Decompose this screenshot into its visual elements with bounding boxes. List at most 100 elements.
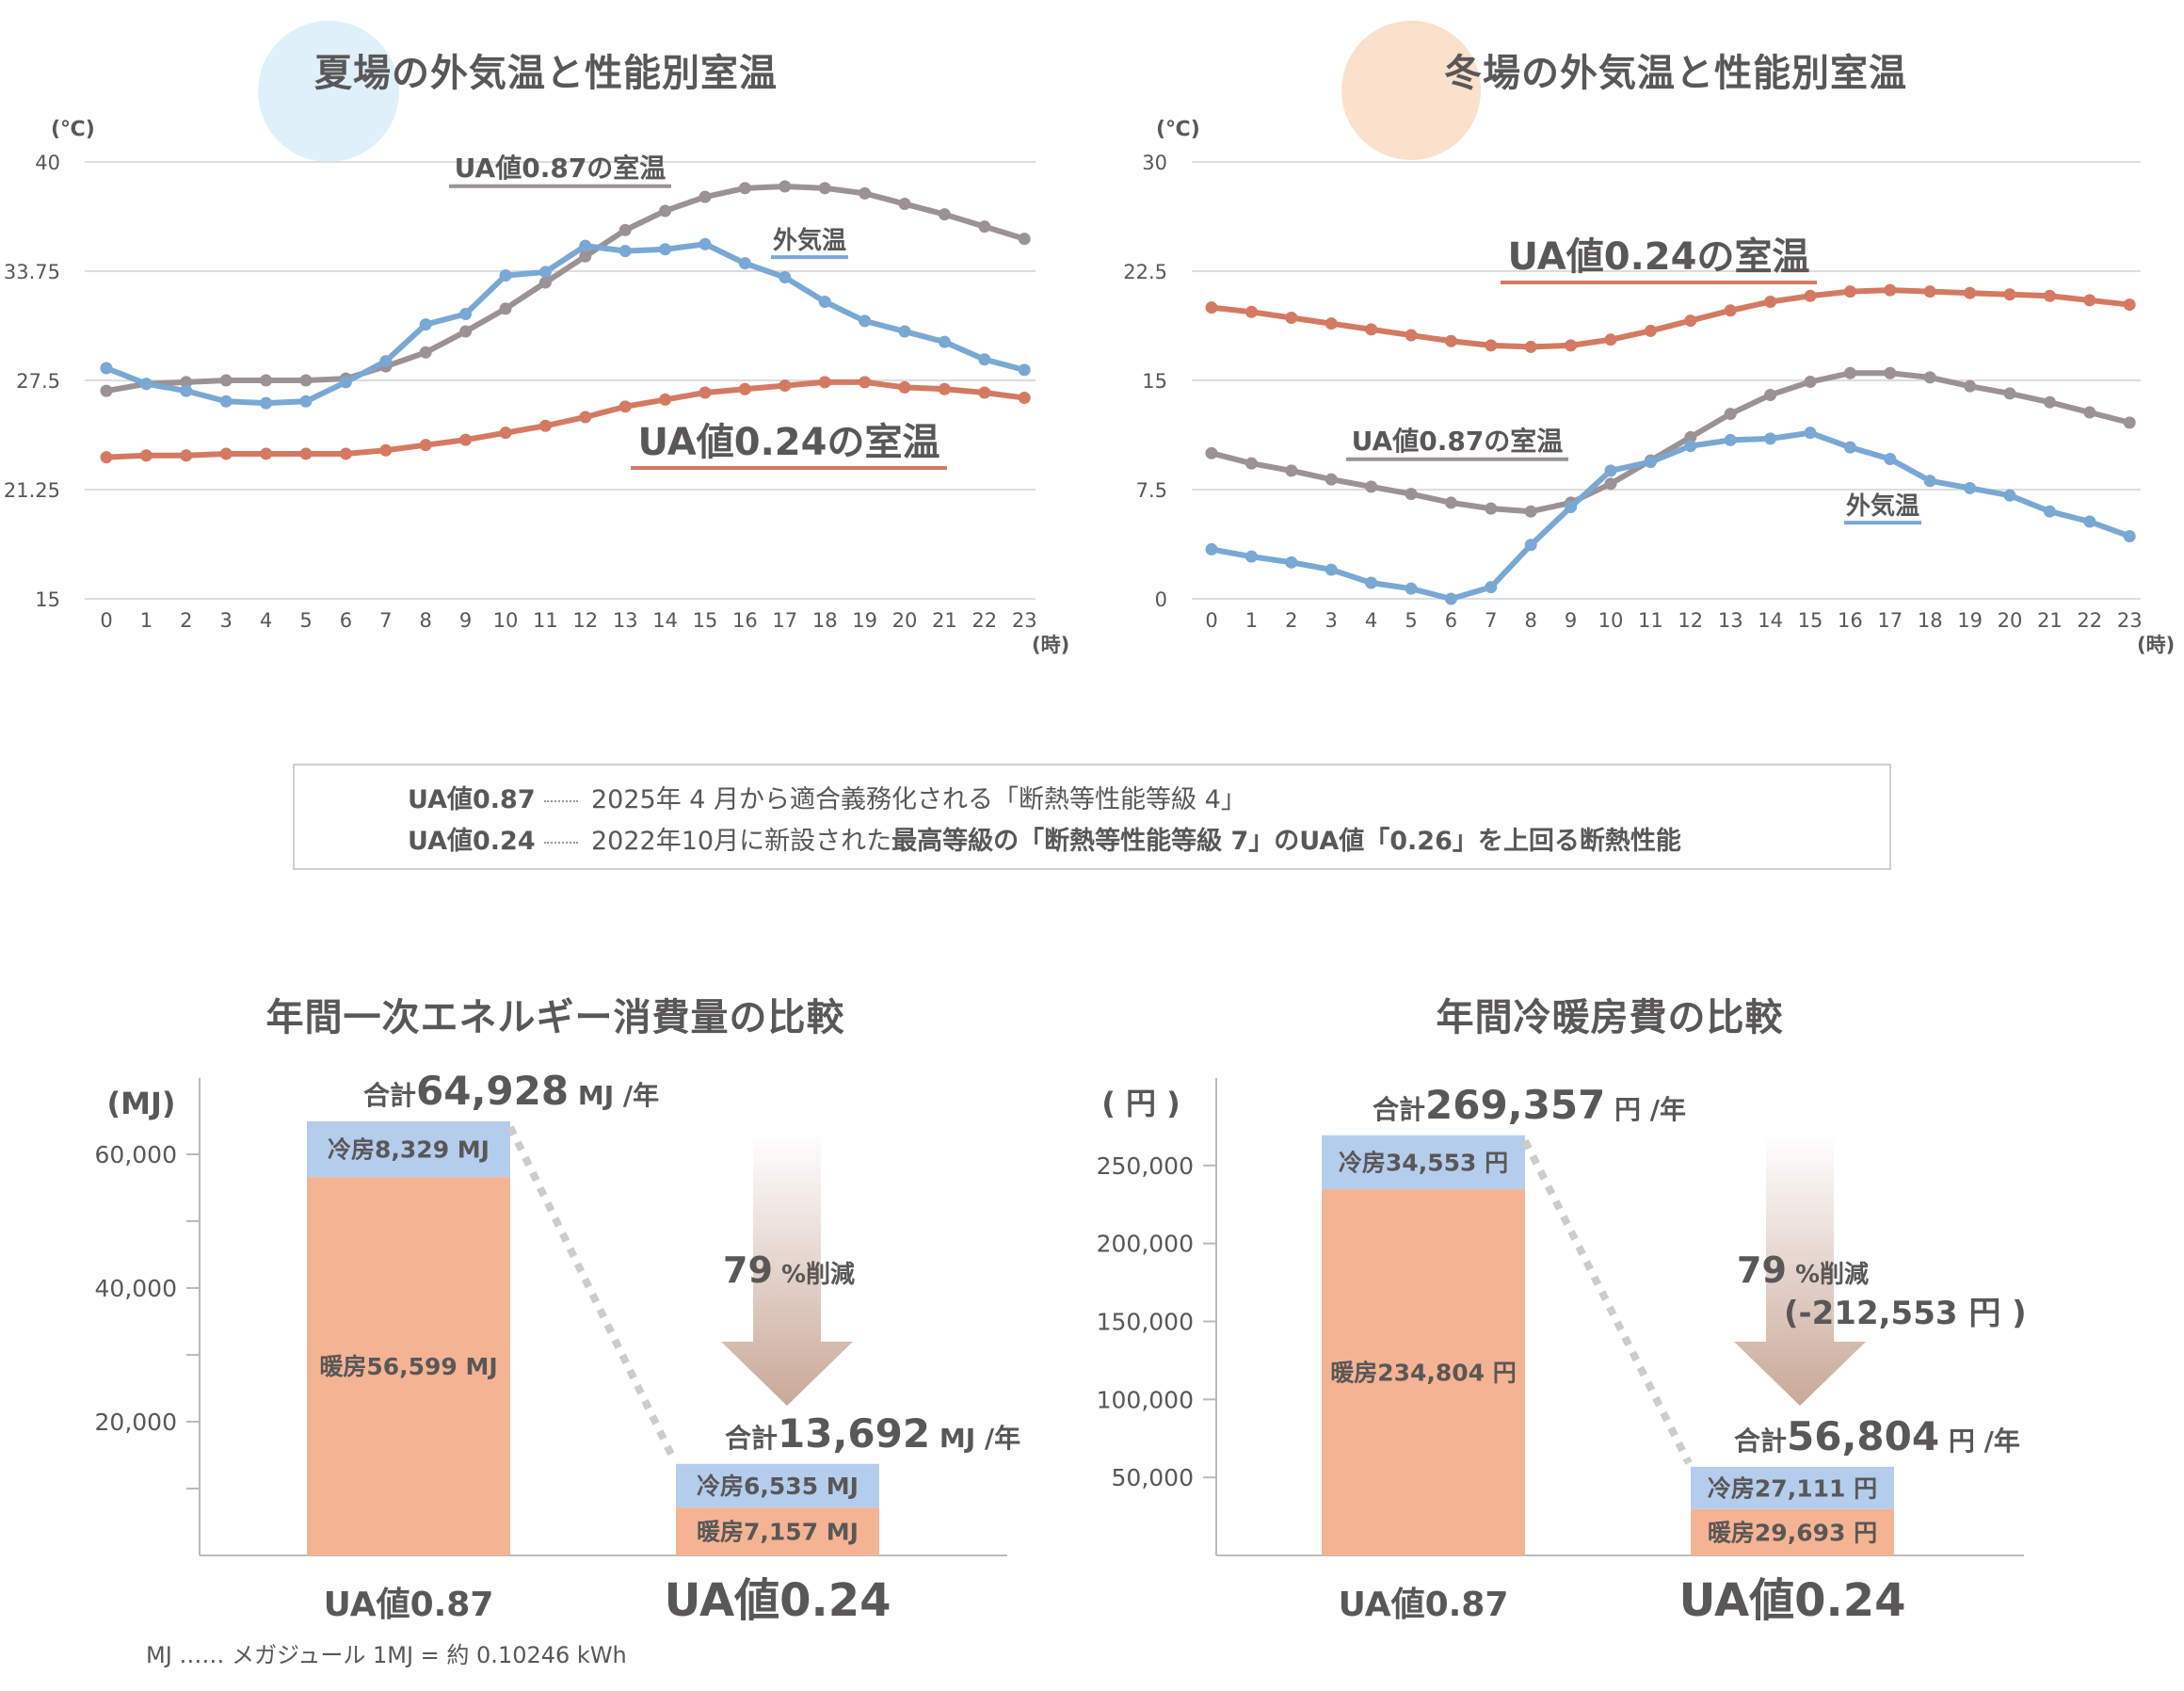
heating-bar-1 — [676, 1507, 879, 1555]
ua024-room-temperature-point — [1365, 323, 1378, 336]
ua024-room-temperature-line — [1211, 287, 2130, 350]
x-tick-label: 20 — [1998, 609, 2023, 632]
outdoor-temperature-point — [618, 245, 632, 258]
ua024-room-temperature-point — [1923, 285, 1936, 298]
outdoor-temperature-point — [659, 243, 672, 256]
note-text-ua024-bold: 最高等級の「断熱等性能等級 7」のUA値「0.26」を上回る断熱性能 — [891, 827, 1681, 856]
winter-chart-title: 冬場の外気温と性能別室温 — [1444, 52, 1907, 95]
summer-title-circle — [258, 21, 399, 162]
outdoor-temperature-point — [1684, 440, 1697, 453]
x-tick-label: 7 — [379, 609, 392, 632]
total-prefix: 合計 — [725, 1423, 778, 1454]
ua024-room-temperature-point — [1644, 324, 1657, 337]
ua087-room-temperature-point — [219, 374, 233, 387]
y-tick-label: 30 — [1142, 152, 1167, 174]
ua024-room-temperature-point — [1018, 392, 1031, 405]
ua087-room-temperature-point — [1884, 366, 1897, 379]
note-text-ua024: 2022年10月に新設された — [591, 827, 892, 856]
note-key-ua024: UA値0.24 — [408, 827, 536, 856]
outdoor-temperature-point — [1644, 456, 1657, 469]
reduction-value: 79 — [1737, 1249, 1787, 1291]
reduction-suffix: %削減 — [773, 1261, 855, 1289]
mj-footnote: MJ …… メガジュール 1MJ = 約 0.10246 kWh — [146, 1642, 627, 1668]
note-text-ua087: 2025年 4 月から適合義務化される「断熱等性能等級 4」 — [591, 785, 1246, 814]
x-tick-label: 0 — [100, 609, 112, 632]
ua087-room-temperature-point — [978, 220, 991, 234]
x-tick-label: 20 — [892, 609, 918, 632]
x-tick-label: 2 — [180, 609, 192, 632]
cooling-value-label-1: 冷房27,111 円 — [1708, 1474, 1877, 1502]
ua087-room-temperature-point — [100, 384, 113, 397]
total-suffix: MJ /年 — [930, 1423, 1020, 1454]
heating-value-label-0: 暖房56,599 MJ — [319, 1353, 497, 1380]
y-tick-label: 60,000 — [95, 1141, 177, 1168]
x-tick-label: 11 — [533, 609, 558, 632]
ua024-room-temperature-point — [1843, 285, 1856, 298]
ua087-room-temperature-point — [1804, 376, 1817, 389]
outdoor-temperature-point — [1485, 581, 1498, 594]
ua087-room-temperature-point — [2083, 406, 2096, 419]
winter-label-ua024: UA値0.24の室温 — [1508, 235, 1810, 279]
outdoor-temperature-point — [1205, 542, 1218, 556]
cooling-value-label-1: 冷房6,535 MJ — [697, 1473, 859, 1500]
ua024-room-temperature-point — [738, 382, 751, 395]
x-tick-label: 15 — [1798, 609, 1823, 632]
ua087-room-temperature-point — [1684, 430, 1697, 443]
ua024-room-temperature-point — [1285, 311, 1298, 324]
ua024-room-temperature-point — [1444, 334, 1457, 347]
outdoor-temperature-point — [1285, 556, 1298, 569]
y-tick-label: 40 — [35, 152, 60, 174]
category-label-1: UA値0.24 — [1678, 1574, 1905, 1627]
total-label-0: 合計64,928 MJ /年 — [363, 1068, 659, 1114]
ua024-room-temperature-point — [1485, 339, 1498, 352]
outdoor-temperature-point — [459, 307, 473, 320]
ua024-room-temperature-point — [938, 382, 951, 395]
ua087-room-temperature-point — [1285, 464, 1298, 477]
reduction-connector-line — [506, 1125, 678, 1462]
note-leader-dots — [544, 842, 578, 844]
ua024-room-temperature-point — [419, 439, 432, 452]
ua024-room-temperature-point — [339, 447, 352, 460]
x-tick-label: 0 — [1205, 609, 1217, 632]
outdoor-temperature-point — [299, 395, 313, 408]
heating-value-label-0: 暖房234,804 円 — [1330, 1360, 1517, 1387]
summer-chart-title: 夏場の外気温と性能別室温 — [314, 52, 778, 95]
ua087-room-temperature-point — [618, 223, 632, 236]
ua087-room-temperature-point — [699, 190, 712, 203]
ua024-room-temperature-point — [2043, 289, 2056, 302]
ua087-room-temperature-point — [898, 198, 911, 211]
outdoor-temperature-point — [898, 325, 911, 338]
ua024-room-temperature-line — [105, 378, 1025, 460]
outdoor-temperature-point — [1764, 432, 1777, 445]
ua087-room-temperature-point — [1405, 488, 1418, 501]
total-label-1: 合計13,692 MJ /年 — [725, 1410, 1020, 1457]
x-tick-label: 10 — [493, 609, 519, 632]
x-axis-unit: (時) — [2137, 634, 2175, 656]
total-prefix: 合計 — [1734, 1425, 1787, 1457]
y-axis-unit: (℃) — [51, 118, 95, 141]
x-tick-label: 1 — [1245, 609, 1258, 632]
y-tick-label: 50,000 — [1112, 1464, 1194, 1491]
cooling-bar-0 — [1322, 1135, 1525, 1190]
reduction-label: 79 %削減 — [1737, 1249, 1869, 1291]
x-tick-label: 13 — [613, 609, 638, 632]
ua087-room-temperature-point — [459, 325, 473, 338]
x-tick-label: 6 — [1445, 609, 1457, 632]
ua024-room-temperature-point — [1724, 304, 1737, 317]
total-suffix: MJ /年 — [569, 1080, 659, 1111]
ua087-room-temperature-point — [1923, 371, 1936, 384]
x-tick-label: 19 — [1957, 609, 1983, 632]
ua087-room-temperature-point — [2043, 395, 2056, 409]
x-tick-label: 11 — [1638, 609, 1663, 632]
ua087-room-temperature-point — [859, 186, 872, 200]
outdoor-temperature-point — [260, 396, 273, 410]
winter-title-circle — [1341, 21, 1481, 160]
ua024-room-temperature-point — [139, 449, 153, 462]
y-tick-label: 200,000 — [1097, 1231, 1194, 1258]
reduction-suffix: %削減 — [1787, 1261, 1869, 1289]
ua024-room-temperature-point — [2003, 288, 2016, 301]
outdoor-temperature-point — [2083, 515, 2096, 528]
ua087-room-temperature-point — [1018, 233, 1031, 246]
